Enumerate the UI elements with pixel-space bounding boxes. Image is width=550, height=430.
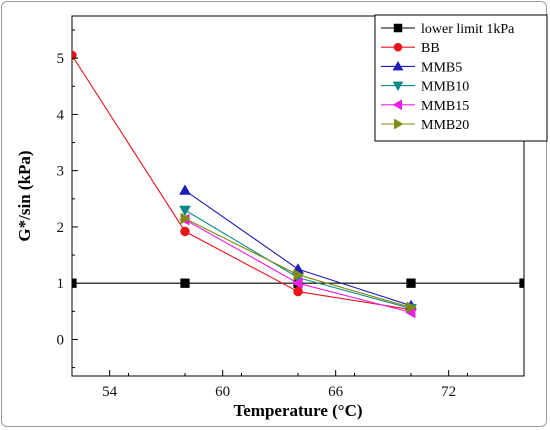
series-line	[72, 55, 412, 311]
data-point	[180, 226, 190, 237]
x-tick-label: 54	[102, 384, 118, 400]
x-tick-label: 60	[215, 384, 230, 400]
legend-label: MMB5	[421, 60, 462, 75]
data-point	[293, 286, 303, 297]
legend-label: lower limit 1kPa	[421, 22, 515, 37]
data-point	[179, 205, 191, 217]
legend-item: lower limit 1kPa	[381, 22, 515, 37]
legend-item: MMB5	[381, 60, 462, 75]
series-layer	[72, 50, 524, 319]
legend-marker	[393, 42, 403, 52]
legend-label: MMB10	[421, 80, 469, 95]
legend-box	[374, 14, 548, 142]
y-axis-title: G*/sin (kPa)	[15, 150, 34, 241]
series-mmb20	[180, 212, 418, 314]
data-point	[179, 184, 191, 195]
x-tick-label: 72	[441, 384, 456, 400]
x-axis-title: Temperature (°C)	[233, 401, 362, 420]
y-tick-label: 0	[57, 332, 65, 348]
legend-item: MMB20	[381, 118, 469, 133]
data-point	[406, 301, 418, 314]
legend-marker	[393, 23, 403, 33]
legend-marker	[392, 60, 404, 71]
data-point	[180, 278, 190, 288]
legend-item: MMB10	[381, 80, 469, 95]
legend-label: BB	[421, 41, 440, 56]
legend-label: MMB20	[421, 118, 469, 133]
data-point	[406, 278, 416, 288]
data-point	[72, 50, 77, 61]
y-tick-label: 2	[57, 220, 65, 236]
legend-item: MMB15	[381, 99, 469, 114]
x-tick-label: 66	[328, 384, 344, 400]
legend-marker	[392, 99, 402, 111]
data-point	[180, 212, 192, 225]
legend-label: MMB15	[421, 99, 469, 114]
y-tick-label: 5	[57, 51, 65, 67]
y-tick-label: 4	[57, 107, 65, 123]
data-point	[291, 277, 303, 290]
legend-item: BB	[381, 41, 440, 56]
series-mmb10	[179, 205, 417, 315]
data-point	[293, 268, 305, 281]
axes-layer: 54 60 66 72 0 1 2 3 4 5	[57, 29, 525, 400]
legend: lower limit 1kPa BB MMB5 MMB10 MMB15 MMB20	[374, 14, 548, 142]
series-bb	[72, 50, 416, 315]
y-tick-label: 1	[57, 276, 65, 292]
legend-marker	[394, 118, 404, 130]
y-tick-label: 3	[57, 164, 65, 180]
data-point	[519, 278, 524, 288]
legend-marker	[392, 81, 404, 92]
